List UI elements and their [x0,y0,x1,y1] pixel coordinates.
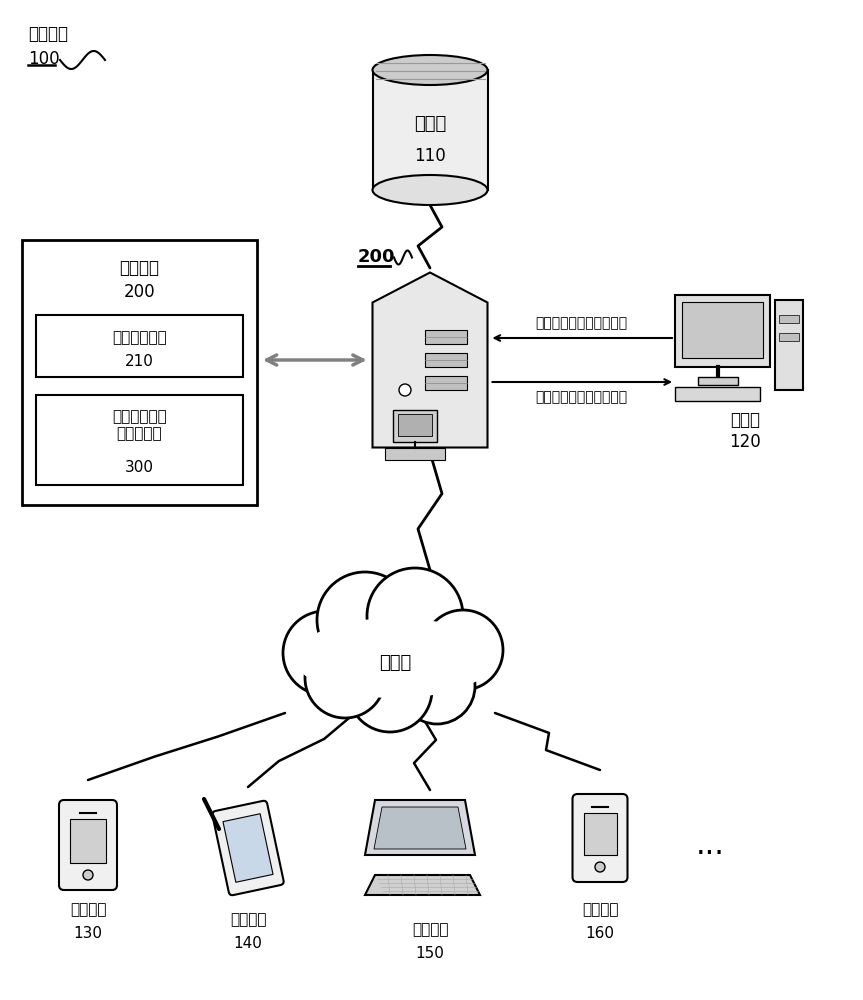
Bar [36,315,243,377]
Ellipse shape [373,175,488,205]
Bar [425,376,467,390]
Bar [675,387,760,401]
Circle shape [317,572,413,668]
Bar [22,240,257,505]
Text: 100: 100 [28,50,60,68]
Ellipse shape [280,598,510,708]
Bar [779,315,799,323]
Bar [775,300,803,390]
Text: 数据处理装置: 数据处理装置 [112,330,167,346]
Polygon shape [365,800,475,855]
Text: 移动设备: 移动设备 [70,902,106,918]
Text: 移动设备: 移动设备 [412,922,448,938]
Polygon shape [373,272,488,448]
Bar [36,395,243,485]
Text: 300: 300 [125,460,154,476]
Bar [385,448,445,460]
Text: 120: 120 [729,433,761,451]
Bar [223,814,273,882]
Bar [393,410,437,442]
Bar [675,295,770,367]
Bar [779,333,799,341]
Circle shape [305,638,385,718]
Text: 130: 130 [73,926,103,940]
Circle shape [83,870,93,880]
Text: 用户端: 用户端 [730,411,760,429]
Text: 移动设备数量的统计结果: 移动设备数量的统计结果 [535,390,627,404]
Bar [398,414,432,436]
Ellipse shape [295,618,495,698]
Bar [425,330,467,344]
Bar [373,70,488,190]
Circle shape [399,384,411,396]
Text: 统计移动设备
数量的装置: 统计移动设备 数量的装置 [112,409,167,441]
Text: 200: 200 [123,283,155,301]
FancyBboxPatch shape [59,800,117,890]
Bar [698,377,738,385]
Ellipse shape [373,55,488,85]
Circle shape [423,610,503,690]
FancyBboxPatch shape [572,794,627,882]
Text: ...: ... [696,830,724,859]
Text: 统计移动设备数量的请求: 统计移动设备数量的请求 [535,316,627,330]
Text: 210: 210 [125,355,154,369]
Bar [425,353,467,367]
Bar [682,302,763,358]
Text: 计算设备: 计算设备 [119,259,160,277]
Text: 140: 140 [234,936,262,950]
Polygon shape [374,807,466,849]
Text: 数据库: 数据库 [414,115,446,133]
Circle shape [348,648,432,732]
Text: 150: 150 [416,946,444,960]
Polygon shape [365,875,480,895]
Circle shape [283,611,367,695]
Circle shape [595,862,605,872]
Text: 互联网: 互联网 [379,654,411,672]
Text: 110: 110 [414,147,446,165]
Bar [70,819,106,863]
Circle shape [399,648,475,724]
FancyBboxPatch shape [212,801,284,895]
Text: 移动设备: 移动设备 [582,902,618,918]
Text: 移动设备: 移动设备 [230,912,267,928]
Text: 网络系统: 网络系统 [28,25,68,43]
Circle shape [367,568,463,664]
Bar [583,813,616,855]
Text: 160: 160 [585,926,614,940]
Text: 200: 200 [358,247,395,265]
